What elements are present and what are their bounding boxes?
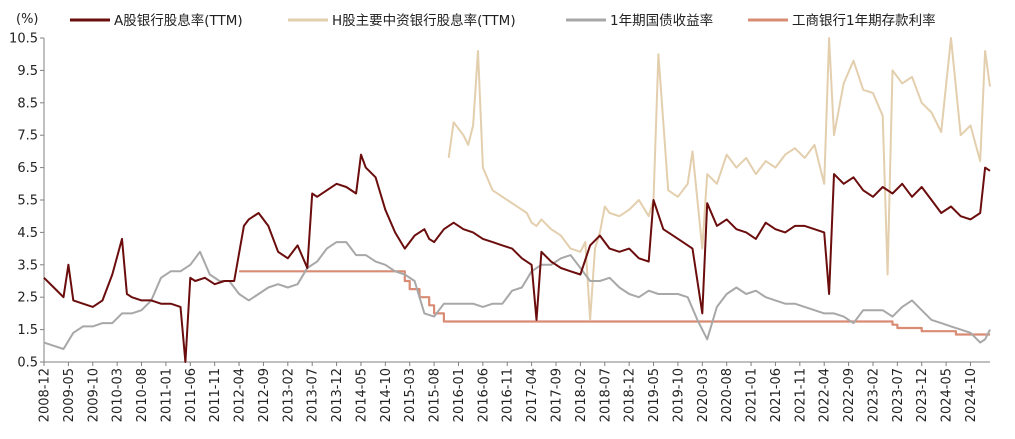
x-tick-label: 2012-09 <box>257 368 272 422</box>
x-tick-label: 2015-03 <box>403 368 418 422</box>
x-tick-label: 2008-12 <box>38 368 53 422</box>
y-tick-label: 4.5 <box>17 226 38 241</box>
x-tick-label: 2016-01 <box>452 368 467 422</box>
x-tick-label: 2013-02 <box>281 368 296 422</box>
x-tick-label: 2018-07 <box>598 368 613 422</box>
x-tick-label: 2020-03 <box>696 368 711 422</box>
legend-label: 工商银行1年期存款利率 <box>792 12 936 29</box>
x-tick-label: 2010-08 <box>135 368 150 422</box>
x-tick-label: 2023-12 <box>915 368 930 422</box>
x-tick-label: 2011-06 <box>184 368 199 422</box>
x-tick-label: 2024-10 <box>964 368 979 422</box>
x-tick-label: 2015-08 <box>428 368 443 422</box>
legend-label: A股银行股息率(TTM) <box>114 12 243 29</box>
x-tick-label: 2016-11 <box>501 368 516 422</box>
x-tick-label: 2021-06 <box>769 368 784 422</box>
y-tick-label: 9.5 <box>17 64 38 79</box>
y-tick-label: 10.5 <box>9 32 38 47</box>
legend-label: 1年期国债收益率 <box>610 12 713 29</box>
y-tick-label: 7.5 <box>17 129 38 144</box>
x-tick-label: 2017-04 <box>525 368 540 422</box>
y-tick-label: 5.5 <box>17 194 38 209</box>
x-tick-label: 2020-08 <box>720 368 735 422</box>
x-axis: 2008-12 2009-05 2009-10 2010-03 2010-08 2011-… <box>38 361 990 422</box>
x-tick-label: 2010-03 <box>111 368 126 422</box>
plot-area <box>43 37 991 363</box>
legend-label: H股主要中资银行股息率(TTM) <box>332 12 516 29</box>
x-tick-label: 2024-05 <box>940 368 955 422</box>
x-tick-label: 2022-04 <box>818 368 833 422</box>
x-tick-label: 2009-05 <box>62 368 77 422</box>
series-line-0 <box>43 153 991 363</box>
x-tick-label: 2018-12 <box>623 368 638 422</box>
x-tick-label: 2021-11 <box>793 368 808 422</box>
x-tick-label: 2014-10 <box>379 368 394 422</box>
y-tick-label: 8.5 <box>17 96 38 111</box>
x-tick-label: 2023-02 <box>866 368 881 422</box>
series-line-3 <box>239 270 990 336</box>
x-tick-label: 2012-04 <box>233 368 248 422</box>
y-tick-label: 2.5 <box>17 291 38 306</box>
x-tick-label: 2019-05 <box>647 368 662 422</box>
y-tick-label: 1.5 <box>17 323 38 338</box>
y-tick-label: 0.5 <box>17 356 38 371</box>
y-axis-unit-label: (%) <box>16 12 39 27</box>
series-line-1 <box>447 37 991 321</box>
x-tick-label: 2019-10 <box>671 368 686 422</box>
legend: A股银行股息率(TTM) H股主要中资银行股息率(TTM) 1年期国债收益率 工商银行… <box>70 12 936 29</box>
x-tick-label: 2013-07 <box>306 368 321 422</box>
y-tick-label: 3.5 <box>17 258 38 273</box>
x-tick-label: 2009-10 <box>86 368 101 422</box>
x-tick-label: 2011-01 <box>159 368 174 422</box>
x-tick-label: 2017-09 <box>550 368 565 422</box>
x-tick-label: 2016-06 <box>476 368 491 422</box>
x-tick-label: 2011-11 <box>208 368 223 422</box>
y-tick-label: 6.5 <box>17 161 38 176</box>
x-tick-label: 2014-05 <box>354 368 369 422</box>
series-line-2 <box>43 241 991 350</box>
x-tick-label: 2022-09 <box>842 368 857 422</box>
y-axis: 0.5 1.5 2.5 3.5 4.5 5.5 6.5 7.5 8.5 9.5 10.5 <box>9 32 45 371</box>
x-tick-label: 2023-07 <box>891 368 906 422</box>
x-tick-label: 2018-02 <box>574 368 589 422</box>
x-tick-label: 2013-12 <box>330 368 345 422</box>
x-tick-label: 2021-01 <box>745 368 760 422</box>
